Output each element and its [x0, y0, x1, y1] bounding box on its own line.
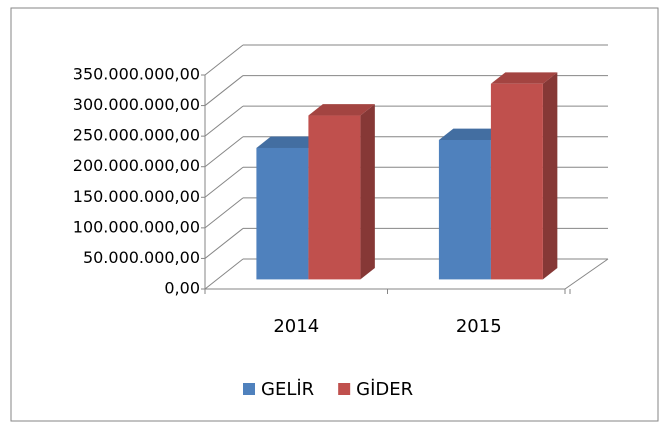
- y-tick-label: 100.000.000,00: [73, 217, 200, 236]
- bar: [256, 147, 309, 280]
- legend-label: GİDER: [356, 379, 413, 400]
- y-tick-label: 150.000.000,00: [73, 187, 200, 206]
- bar-top: [438, 128, 506, 140]
- legend-swatch: [338, 383, 351, 395]
- bar-side: [542, 72, 558, 280]
- y-tick-label: 0,00: [164, 279, 200, 298]
- bar-top: [256, 136, 323, 148]
- bar-top: [490, 72, 558, 84]
- bar: [490, 83, 543, 280]
- bar-top: [308, 104, 375, 116]
- y-tick-label: 300.000.000,00: [73, 95, 200, 114]
- grid-line: [204, 136, 244, 168]
- bar: [308, 115, 361, 280]
- grid-line: [204, 105, 244, 137]
- y-tick-label: 50.000.000,00: [83, 248, 200, 267]
- legend-label: GELİR: [261, 379, 314, 400]
- x-tick-label: 2015: [456, 316, 502, 337]
- grid-line: [204, 228, 244, 259]
- y-tick-label: 350.000.000,00: [73, 65, 200, 84]
- legend-swatch: [243, 383, 255, 395]
- bar: [438, 139, 491, 280]
- grid-line: [204, 197, 244, 229]
- bar-side: [360, 104, 375, 280]
- grid-line: [204, 44, 244, 76]
- y-tick-label: 250.000.000,00: [73, 126, 200, 145]
- grid-line: [204, 75, 244, 106]
- floor-edge: [564, 258, 609, 290]
- grid-line: [204, 166, 244, 198]
- grid-line: [204, 258, 244, 290]
- y-tick-label: 200.000.000,00: [73, 156, 200, 175]
- x-tick-label: 2014: [273, 316, 319, 337]
